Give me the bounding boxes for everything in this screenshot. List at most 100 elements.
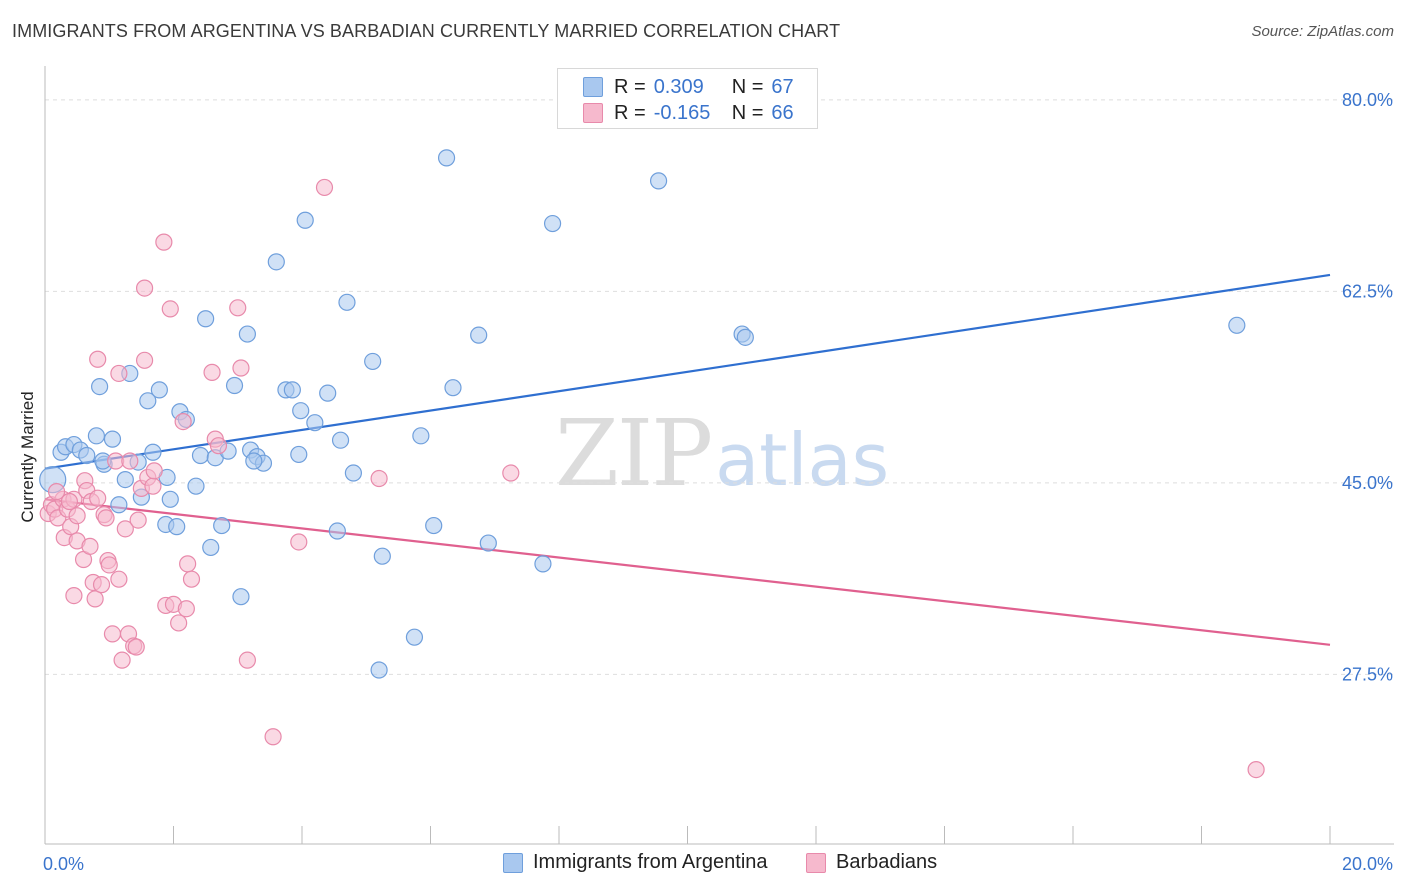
argentina-point [78, 446, 96, 465]
barbadian-point [290, 533, 308, 551]
argentina-point [543, 214, 562, 233]
barbadian-point [113, 651, 131, 669]
barbadian-point [174, 413, 192, 431]
argentina-point [470, 326, 488, 344]
barbadian-point [121, 452, 139, 470]
barbadian-point [135, 279, 154, 297]
legend-r-value: 0.309 [653, 75, 704, 98]
barbadian-point [65, 586, 83, 605]
barbadian-point [155, 233, 173, 251]
barbadian-point [103, 625, 122, 643]
argentina-point [328, 522, 346, 540]
barbadian-point [97, 509, 115, 527]
chart-title: IMMIGRANTS FROM ARGENTINA VS BARBADIAN C… [12, 21, 841, 41]
y-tick-label: 80.0% [1342, 90, 1393, 110]
barbadian-point [209, 437, 228, 455]
barbadian-point [47, 483, 66, 501]
barbadian-point [182, 570, 201, 588]
barbadian-point [68, 507, 86, 525]
barbadian-point [127, 638, 145, 656]
barbadian-point [110, 570, 128, 588]
barbadian-point [89, 350, 107, 368]
argentina-point [444, 379, 462, 397]
barbadian-point [502, 464, 520, 482]
argentina-point [292, 402, 310, 420]
argentina-point [139, 392, 157, 410]
legend-r-value: -0.165 [653, 101, 711, 124]
argentina-point [110, 496, 128, 514]
argentina-point [331, 431, 350, 449]
argentina-point [116, 471, 134, 489]
correlation-legend: R = 0.309 N = 67 R = -0.165 N = 66 [557, 68, 818, 129]
argentina-point [479, 534, 497, 552]
argentina-point [202, 538, 220, 557]
axes [44, 66, 1394, 845]
argentina-point [319, 384, 337, 402]
argentina-point [370, 661, 388, 679]
barbadian-point [229, 299, 247, 317]
barbadian-point [110, 364, 128, 383]
series-legend-barbadians[interactable]: Barbadians [806, 851, 937, 874]
series-legend-argentina[interactable]: Immigrants from Argentina [503, 851, 768, 874]
argentina-point [197, 310, 215, 328]
argentina-point [534, 555, 552, 573]
barbadian-point [129, 511, 147, 529]
y-tick-label: 45.0% [1342, 473, 1393, 493]
barbadian-point [86, 590, 104, 608]
legend-row-barbadian: R = -0.165 N = 66 [583, 100, 794, 126]
series-swatch-barbadians [806, 852, 826, 873]
y-axis-label: Currently Married [18, 391, 37, 523]
argentina-point [649, 172, 668, 190]
barbadian-point [145, 462, 163, 480]
argentina-point [373, 547, 391, 565]
barbadian-trend-line [44, 498, 1331, 646]
barbadian-point [170, 614, 188, 632]
x-tick-label-min: 0.0% [43, 854, 84, 874]
argentina-point [290, 445, 308, 464]
tick-labels: 27.5% 45.0% 62.5% 80.0% 0.0% 20.0% [43, 90, 1393, 874]
legend-row-argentina: R = 0.309 N = 67 [583, 74, 794, 100]
legend-n-value: 67 [771, 75, 794, 98]
barbadian-point [315, 178, 334, 197]
legend-r-label: R = [614, 101, 646, 124]
argentina-point [87, 427, 106, 445]
argentina-point [267, 253, 285, 271]
barbadian-point [144, 477, 162, 495]
legend-r-label: R = [614, 75, 646, 98]
data-points [39, 149, 1265, 779]
argentina-point [144, 443, 162, 461]
argentina-trend-line [44, 273, 1331, 470]
argentina-point [213, 516, 231, 535]
argentina-point [437, 149, 456, 167]
barbadian-point [116, 520, 134, 538]
legend-swatch-barbadian [583, 103, 603, 123]
argentina-point [191, 446, 210, 465]
barbadian-point [89, 489, 107, 507]
barbadian-point [238, 651, 256, 669]
argentina-point [225, 376, 244, 395]
legend-n-label: N = [731, 75, 764, 98]
barbadian-point [92, 576, 111, 594]
argentina-point [168, 518, 186, 536]
argentina-point [91, 377, 109, 396]
y-tick-label: 62.5% [1342, 281, 1393, 301]
legend-n-value: 66 [771, 101, 794, 124]
argentina-point [103, 430, 122, 448]
barbadian-point [161, 300, 179, 318]
chart-source: Source: ZipAtlas.com [1251, 23, 1394, 40]
legend-n-label: N = [731, 101, 764, 124]
barbadian-point [203, 363, 221, 381]
argentina-point [338, 293, 356, 311]
argentina-point [364, 352, 382, 371]
barbadian-point [1247, 760, 1265, 779]
barbadian-point [81, 537, 99, 555]
argentina-point [425, 516, 443, 535]
argentina-point [161, 490, 179, 508]
y-tick-label: 27.5% [1342, 664, 1393, 684]
argentina-point [238, 325, 256, 343]
trend-lines [44, 273, 1331, 646]
argentina-point [306, 414, 324, 432]
gridlines [45, 99, 1394, 675]
barbadian-point [177, 600, 195, 618]
